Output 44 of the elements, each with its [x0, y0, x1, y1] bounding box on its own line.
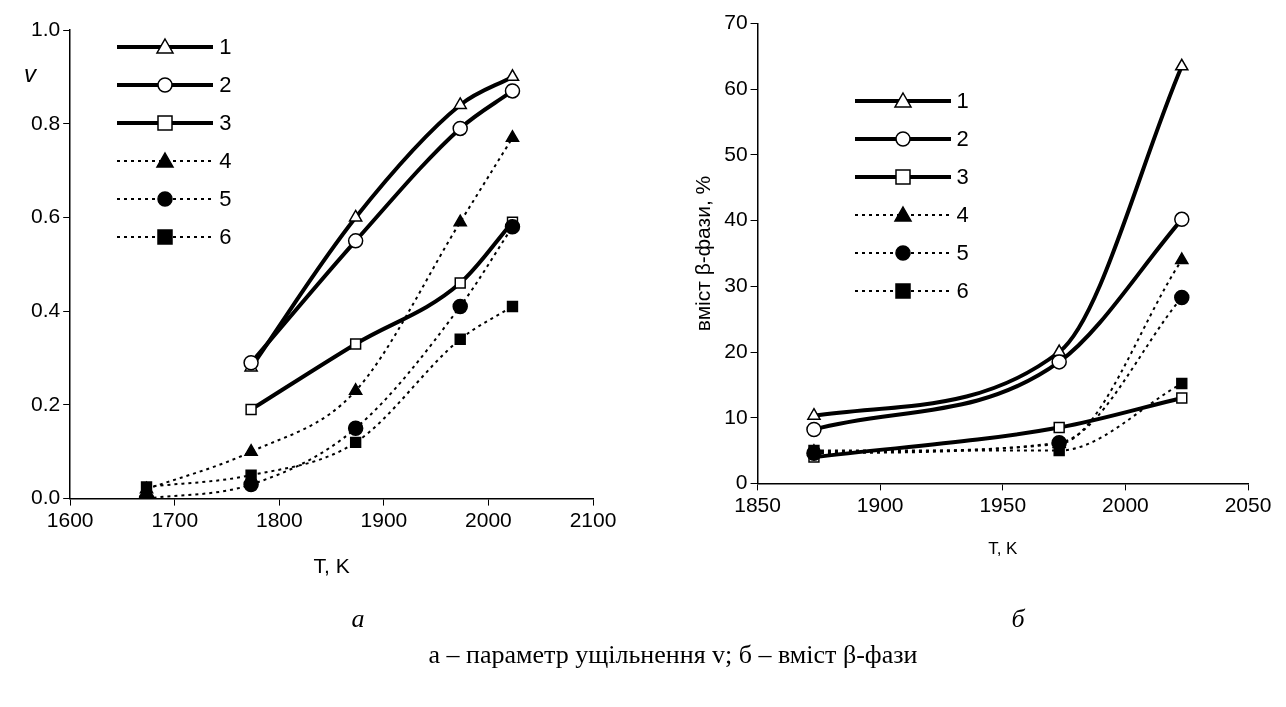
- x-axis-title: T, K: [313, 554, 350, 578]
- y-tick-label: 10: [724, 404, 748, 428]
- y-tick-label: 0.6: [30, 204, 61, 228]
- x-tick-label: 2100: [569, 508, 617, 531]
- legend-label: 6: [956, 277, 969, 304]
- legend-label: 6: [219, 224, 232, 250]
- x-tick-label: 1700: [151, 508, 199, 531]
- legend-label: 3: [219, 110, 232, 136]
- x-tick-label: 2000: [465, 508, 512, 531]
- legend-label: 1: [956, 87, 969, 114]
- x-tick-label: 2050: [1224, 492, 1272, 516]
- y-tick-label: 0.8: [30, 110, 61, 134]
- x-tick-label: 2000: [1102, 492, 1149, 516]
- x-tick-label: 1900: [360, 508, 408, 531]
- y-tick-label: 0: [735, 470, 748, 494]
- y-tick-label: 60: [724, 76, 748, 100]
- legend-label: 1: [219, 34, 232, 60]
- legend-label: 5: [956, 239, 969, 266]
- x-tick-label: 1600: [46, 508, 94, 531]
- x-tick-label: 1850: [734, 492, 781, 516]
- y-tick-label: 50: [724, 141, 748, 165]
- y-tick-label: 20: [724, 338, 748, 362]
- y-tick-label: 1.0: [30, 16, 61, 40]
- legend-label: 4: [956, 201, 969, 228]
- x-tick-label: 1950: [979, 492, 1027, 516]
- y-tick-label: 0.0: [30, 485, 61, 509]
- text: а: [351, 604, 365, 633]
- legend-label: 5: [219, 186, 232, 212]
- x-tick-label: 1800: [255, 508, 303, 531]
- text: а – параметр ущільнення v; б – вміст β-фази: [427, 640, 919, 670]
- legend-label: 2: [956, 125, 969, 152]
- y-tick-label: 40: [724, 207, 748, 231]
- legend-label: 3: [956, 163, 969, 190]
- y-tick-label: 70: [724, 10, 748, 34]
- legend-label: 4: [219, 148, 232, 174]
- x-tick-label: 1900: [856, 492, 904, 516]
- x-axis-title: T, K: [988, 539, 1019, 559]
- y-tick-label: 30: [724, 273, 748, 297]
- text: б: [1011, 604, 1025, 633]
- y-axis-title: v: [24, 60, 36, 88]
- y-tick-label: 0.2: [30, 391, 61, 415]
- y-tick-label: 0.4: [30, 297, 61, 321]
- y-axis-title: вміст β-фази, %: [691, 175, 715, 332]
- legend-label: 2: [219, 72, 232, 98]
